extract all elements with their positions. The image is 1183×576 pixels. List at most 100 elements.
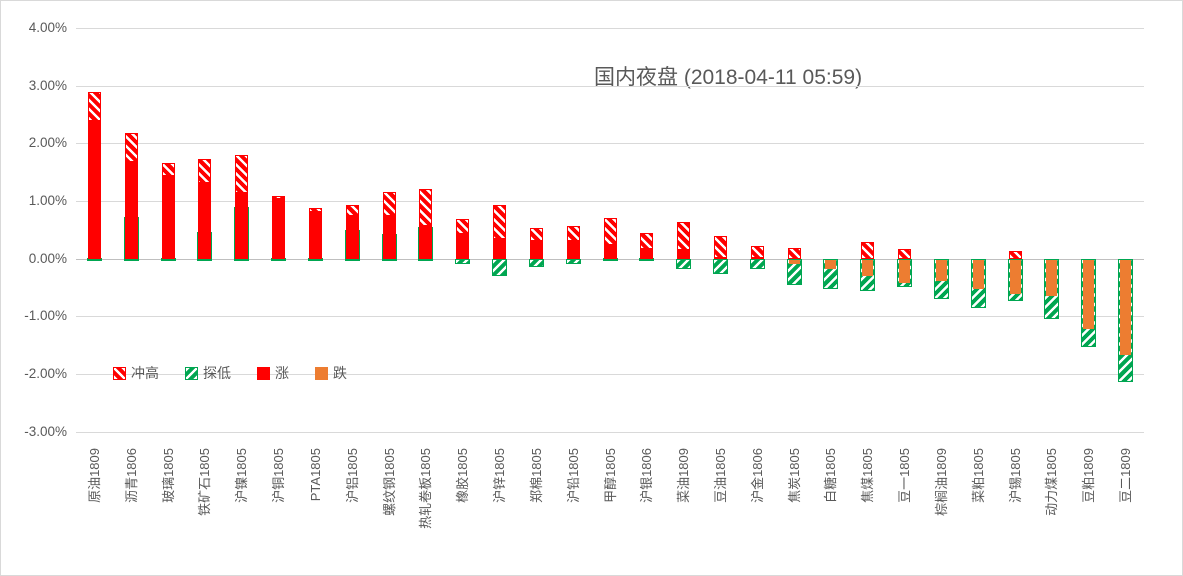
plot-area	[76, 28, 1144, 432]
bar-close-焦煤1805[interactable]	[862, 259, 874, 276]
bar-close-菜粕1805[interactable]	[972, 259, 984, 289]
bar-low-焦炭1805[interactable]	[786, 258, 802, 286]
gridline	[76, 85, 1144, 87]
x-category-label: 沪锡1805	[1007, 448, 1023, 503]
bar-low-原油1809[interactable]	[86, 257, 102, 261]
bar-high-豆油1805[interactable]	[713, 235, 727, 259]
bar-close-豆二1809[interactable]	[1120, 259, 1132, 355]
bar-close-橡胶1805[interactable]	[456, 233, 470, 259]
bar-low-沪铅1805[interactable]	[565, 258, 581, 265]
legend-label: 冲高	[131, 365, 159, 381]
gridline	[76, 373, 1144, 375]
bar-close-甲醇1805[interactable]	[603, 243, 617, 259]
legend-item-zhang[interactable]: 涨	[257, 363, 289, 383]
x-category-label: 豆油1805	[712, 448, 728, 503]
x-category-label: 郑棉1805	[528, 448, 544, 503]
x-category-label: 沪镍1805	[234, 448, 250, 503]
red-hatch-swatch-icon	[113, 366, 126, 380]
bar-close-沪锡1805[interactable]	[1009, 259, 1021, 295]
legend-label: 探低	[203, 365, 231, 381]
x-category-label: 豆粕1809	[1081, 448, 1097, 503]
x-category-label: 沥青1806	[123, 448, 139, 503]
gridline	[76, 200, 1144, 202]
x-category-label: 铁矿石1805	[197, 448, 213, 516]
bar-low-菜油1809[interactable]	[676, 258, 692, 269]
bar-low-郑棉1805[interactable]	[528, 258, 544, 268]
legend-item-chonggao[interactable]: 冲高	[113, 363, 159, 383]
x-category-label: 豆二1809	[1118, 448, 1134, 503]
x-category-label: 菜粕1805	[970, 448, 986, 503]
x-category-label: 沪金1806	[749, 448, 765, 503]
bar-close-原油1809[interactable]	[87, 119, 101, 259]
gridline	[76, 143, 1144, 145]
bar-close-沪铜1805[interactable]	[272, 198, 286, 259]
bar-close-沪铝1805[interactable]	[345, 215, 359, 259]
x-category-label: 焦炭1805	[786, 448, 802, 503]
bar-close-焦炭1805[interactable]	[788, 259, 800, 265]
bar-close-郑棉1805[interactable]	[529, 240, 543, 259]
x-category-label: 菜油1809	[676, 448, 692, 503]
bar-close-螺纹钢1805[interactable]	[382, 215, 396, 259]
bar-close-铁矿石1805[interactable]	[198, 181, 212, 259]
bar-high-沪锡1805[interactable]	[1008, 250, 1022, 259]
bar-high-焦煤1805[interactable]	[861, 242, 875, 259]
bar-low-甲醇1805[interactable]	[602, 257, 618, 261]
x-category-label: 棕榈油1809	[933, 448, 949, 516]
bar-close-沥青1806[interactable]	[124, 160, 138, 259]
gridline	[76, 316, 1144, 318]
bar-close-白糖1805[interactable]	[825, 259, 837, 270]
bar-close-沪铅1805[interactable]	[566, 240, 580, 259]
legend-item-tandi[interactable]: 探低	[185, 363, 231, 383]
legend: 冲高 探低 涨 跌	[113, 363, 347, 383]
orange-solid-swatch-icon	[315, 366, 328, 380]
bar-low-沪锌1805[interactable]	[492, 258, 508, 276]
x-category-label: 热轧卷板1805	[418, 448, 434, 529]
bar-high-焦炭1805[interactable]	[787, 248, 801, 259]
bar-close-沪锌1805[interactable]	[493, 237, 507, 259]
bar-close-沪金1806[interactable]	[750, 257, 764, 260]
bar-low-玻璃1805[interactable]	[160, 257, 176, 261]
x-category-label: 沪锌1805	[492, 448, 508, 503]
x-category-label: 甲醇1805	[602, 448, 618, 503]
bar-low-橡胶1805[interactable]	[455, 258, 471, 264]
bar-high-豆一1805[interactable]	[898, 249, 912, 259]
bar-low-豆油1805[interactable]	[712, 258, 728, 274]
y-tick-label: 0.00%	[28, 250, 67, 266]
x-category-label: 沪铝1805	[344, 448, 360, 503]
bar-low-沪铜1805[interactable]	[271, 257, 287, 261]
y-tick-label: 3.00%	[28, 77, 67, 93]
bar-low-沪银1806[interactable]	[639, 257, 655, 261]
x-category-label: 原油1809	[86, 448, 102, 503]
x-category-label: 动力煤1805	[1044, 448, 1060, 516]
chart-title: 国内夜盘 (2018-04-11 05:59)	[594, 66, 863, 89]
x-category-label: 白糖1805	[823, 448, 839, 503]
bar-close-玻璃1805[interactable]	[161, 175, 175, 259]
legend-label: 涨	[275, 365, 289, 381]
green-hatch-swatch-icon	[185, 366, 198, 380]
bar-close-豆油1805[interactable]	[713, 256, 727, 259]
bar-close-棕榈油1809[interactable]	[935, 259, 947, 281]
bar-close-豆粕1809[interactable]	[1083, 259, 1095, 329]
y-tick-label: 4.00%	[28, 20, 67, 35]
x-category-label: 豆一1805	[897, 448, 913, 503]
gridline	[76, 28, 1144, 29]
bar-close-沪银1806[interactable]	[640, 247, 654, 259]
bar-close-沪镍1805[interactable]	[235, 191, 249, 259]
bar-close-PTA1805[interactable]	[308, 210, 322, 259]
x-category-label: 焦煤1805	[860, 448, 876, 503]
x-category-label: 玻璃1805	[160, 448, 176, 503]
y-tick-label: -2.00%	[24, 365, 67, 381]
bar-low-PTA1805[interactable]	[307, 257, 323, 261]
bar-close-热轧卷板1805[interactable]	[419, 225, 433, 259]
x-category-label: 橡胶1805	[455, 448, 471, 503]
x-category-label: 沪铜1805	[271, 448, 287, 503]
gridline	[76, 431, 1144, 433]
bar-close-豆一1805[interactable]	[899, 259, 911, 283]
y-tick-label: 1.00%	[28, 192, 67, 208]
legend-item-die[interactable]: 跌	[315, 363, 347, 383]
bar-close-菜油1809[interactable]	[677, 249, 691, 259]
bar-close-动力煤1805[interactable]	[1046, 259, 1058, 296]
red-solid-swatch-icon	[257, 366, 270, 380]
bar-low-沪金1806[interactable]	[749, 258, 765, 269]
